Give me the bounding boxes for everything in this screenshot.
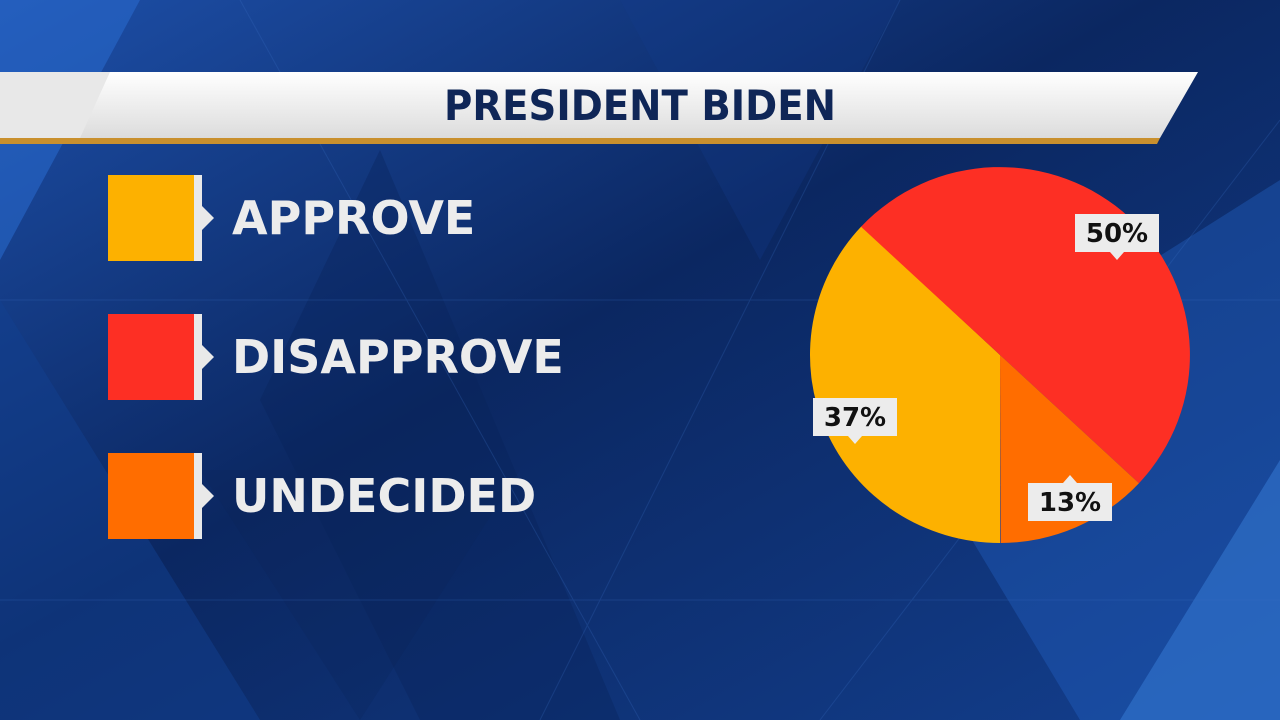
legend-swatch-approve [108,175,194,261]
data-label-approve: 37% [824,403,886,433]
legend-pointer-icon [202,345,214,369]
legend-label-disapprove: DISAPPROVE [232,330,564,384]
legend-swatch-edge [194,314,202,400]
data-label-box-approve [813,398,897,436]
legend-label-approve: APPROVE [232,191,476,245]
legend-pointer-icon [202,484,214,508]
data-label-box-disapprove [1075,214,1159,252]
chart-title: PRESIDENT BIDEN [444,81,836,130]
pie-slice-approve [810,226,1000,543]
legend-pointer-icon [202,206,214,230]
pie-labels: 37% 50% 13% [813,214,1159,521]
legend-item-disapprove: DISAPPROVE [108,314,628,400]
legend-swatch-edge [194,453,202,539]
legend-item-undecided: UNDECIDED [108,453,628,539]
title-banner [0,72,1198,144]
legend-label-undecided: UNDECIDED [232,469,537,523]
legend-swatch-undecided [108,453,194,539]
data-label-disapprove: 50% [1086,219,1148,249]
data-label-undecided: 13% [1039,488,1101,518]
data-label-box-undecided [1028,483,1112,521]
legend-item-approve: APPROVE [108,175,628,261]
legend-swatch-disapprove [108,314,194,400]
data-label-pointer-icon [1110,252,1124,260]
data-label-pointer-icon [1063,475,1077,483]
legend-swatch-edge [194,175,202,261]
data-label-pointer-icon [848,436,862,444]
